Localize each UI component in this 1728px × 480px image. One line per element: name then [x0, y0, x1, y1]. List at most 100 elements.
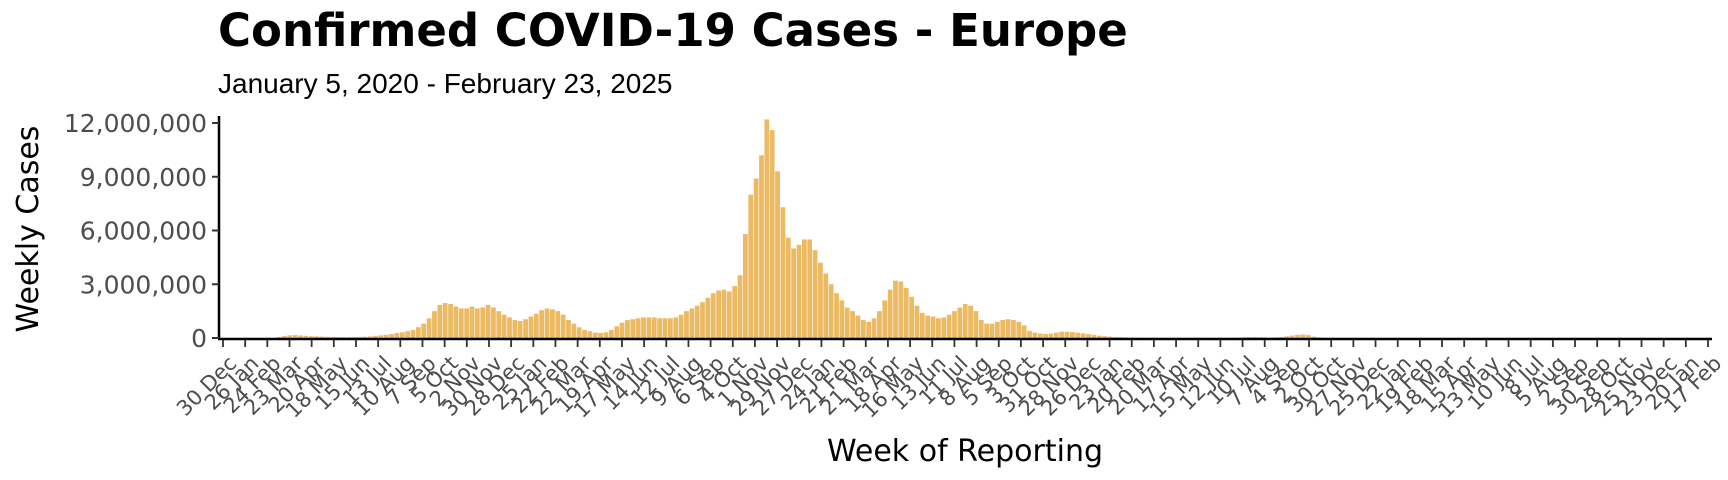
- bar: [978, 320, 984, 338]
- bar: [651, 317, 657, 338]
- bar: [657, 318, 662, 338]
- bar: [587, 331, 593, 338]
- bar: [405, 331, 411, 338]
- bar: [480, 307, 486, 338]
- bar: [1252, 336, 1258, 338]
- x-axis-title: Week of Reporting: [827, 434, 1103, 469]
- bar: [877, 311, 882, 339]
- bar: [576, 327, 582, 338]
- bar: [1075, 332, 1081, 339]
- bar: [448, 303, 453, 338]
- bar: [748, 194, 754, 338]
- bar: [1316, 337, 1322, 338]
- bar: [517, 320, 523, 338]
- bar: [775, 171, 780, 339]
- bar: [608, 329, 614, 338]
- bar: [619, 322, 625, 338]
- bar: [1295, 334, 1300, 338]
- bar: [533, 313, 539, 338]
- bar: [936, 318, 941, 338]
- bar: [399, 332, 405, 338]
- bar: [373, 335, 378, 338]
- bar: [1246, 337, 1252, 338]
- bar: [1048, 333, 1054, 338]
- bar: [1241, 337, 1247, 338]
- bar: [710, 293, 716, 338]
- bar: [1043, 333, 1048, 338]
- bar: [324, 336, 330, 338]
- bar: [314, 336, 319, 338]
- bar: [1086, 334, 1091, 338]
- bar: [555, 311, 561, 339]
- bar: [625, 320, 630, 338]
- bar: [957, 307, 963, 338]
- bar: [378, 335, 384, 338]
- bar: [769, 130, 775, 338]
- bar: [753, 178, 759, 338]
- bar: [1118, 337, 1124, 338]
- bar: [544, 308, 550, 338]
- bar: [416, 327, 421, 338]
- bar: [330, 336, 335, 338]
- bar: [673, 317, 679, 338]
- y-tick-label: 9,000,000: [80, 163, 207, 192]
- bar: [1059, 331, 1065, 338]
- bar: [662, 318, 668, 338]
- bar: [818, 262, 823, 338]
- y-tick-label: 12,000,000: [64, 109, 207, 138]
- bar: [335, 337, 341, 338]
- chart-title: Confirmed COVID-19 Cases - Europe: [218, 4, 1128, 57]
- bar: [646, 317, 652, 338]
- bar: [850, 311, 855, 339]
- bar: [281, 336, 287, 338]
- bar: [925, 315, 931, 338]
- bar: [796, 244, 802, 338]
- bar: [1037, 333, 1043, 338]
- bar: [276, 336, 282, 338]
- bar: [474, 308, 480, 338]
- bar: [469, 306, 475, 338]
- bar: [952, 311, 957, 339]
- bar: [919, 312, 925, 338]
- bar: [512, 320, 518, 338]
- bar: [1070, 332, 1075, 338]
- bar: [801, 239, 807, 338]
- bar: [571, 323, 577, 338]
- bar: [421, 323, 427, 338]
- bar: [1289, 335, 1295, 338]
- bar: [989, 323, 995, 338]
- bar: [887, 289, 893, 339]
- bar: [458, 308, 464, 338]
- bar: [855, 315, 861, 338]
- bar: [839, 300, 845, 339]
- bar: [716, 290, 721, 338]
- bar: [287, 335, 293, 338]
- bar: [432, 311, 437, 339]
- bar: [893, 280, 898, 338]
- bar: [1000, 320, 1006, 338]
- bar: [346, 337, 352, 338]
- bar: [780, 207, 786, 338]
- bar: [1053, 332, 1059, 339]
- bar: [941, 317, 947, 338]
- bar: [496, 311, 502, 339]
- bar: [1102, 336, 1107, 338]
- bar: [319, 336, 325, 338]
- bar: [737, 275, 743, 338]
- bar: [410, 329, 416, 338]
- bar: [667, 318, 673, 338]
- bar: [630, 319, 636, 338]
- bar: [1257, 337, 1263, 338]
- bar: [807, 239, 813, 338]
- bar: [464, 308, 470, 338]
- y-tick-label: 6,000,000: [80, 217, 207, 246]
- bar: [994, 321, 1000, 339]
- bar: [1300, 334, 1306, 338]
- bar: [357, 336, 362, 338]
- bar: [485, 304, 491, 338]
- bar: [743, 234, 748, 338]
- bar: [1263, 337, 1268, 338]
- bar: [844, 307, 850, 338]
- y-axis-title: Weekly Cases: [11, 126, 46, 333]
- bar: [1021, 325, 1027, 338]
